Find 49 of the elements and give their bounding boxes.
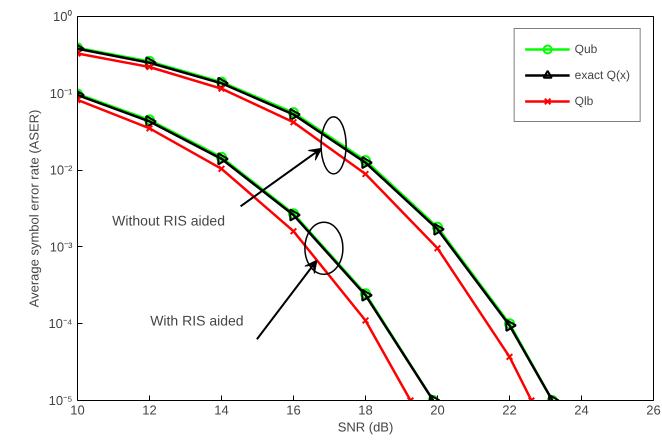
x-tick-label: 12 (142, 402, 157, 418)
point (144, 114, 155, 126)
point (216, 152, 227, 163)
x-tick-label: 14 (214, 402, 229, 418)
point (360, 155, 371, 166)
y-tick-label: 10⁻² (50, 162, 74, 178)
point (504, 318, 515, 330)
x-tick-label: 22 (502, 402, 517, 418)
x-tick-label: 16 (286, 402, 301, 418)
point (434, 244, 442, 252)
point (362, 316, 370, 324)
legend-label: Qlb (574, 94, 594, 108)
y-tick-label: 10⁻⁴ (48, 316, 72, 332)
point (289, 208, 301, 222)
point (145, 56, 157, 70)
point (145, 114, 157, 128)
point (144, 56, 155, 67)
point (290, 227, 298, 236)
legend-label: Qub (574, 42, 598, 56)
point (361, 288, 373, 302)
point (288, 208, 299, 220)
y-axis-title: Average symbol error rate (ASER) (26, 110, 42, 308)
point (146, 63, 154, 71)
point (362, 170, 370, 178)
x-tick-label: 10 (70, 402, 85, 418)
legend-label: exact Q(x) (574, 68, 630, 82)
point (218, 164, 226, 173)
annotation: Without RIS aided (112, 212, 226, 228)
y-tick-label: 10⁻¹ (50, 86, 74, 101)
x-tick-label: 24 (574, 402, 589, 418)
y-tick-label: 10⁰ (53, 9, 73, 24)
point (218, 84, 226, 92)
y-tick-label: 10⁻³ (50, 239, 74, 254)
point (433, 222, 445, 236)
point (361, 156, 373, 170)
x-axis-title: SNR (dB) (338, 420, 394, 434)
x-tick-label: 20 (430, 402, 445, 418)
x-tick-label: 26 (646, 402, 661, 418)
x-tick-label: 18 (358, 402, 373, 418)
point (288, 107, 299, 118)
point (146, 124, 154, 132)
point (217, 152, 229, 166)
point (360, 288, 371, 300)
annotation: With RIS aided (150, 312, 244, 328)
y-tick-label: 10⁻⁵ (48, 393, 73, 408)
point (506, 353, 514, 361)
point (289, 108, 301, 121)
point (432, 222, 443, 233)
point (290, 118, 298, 126)
